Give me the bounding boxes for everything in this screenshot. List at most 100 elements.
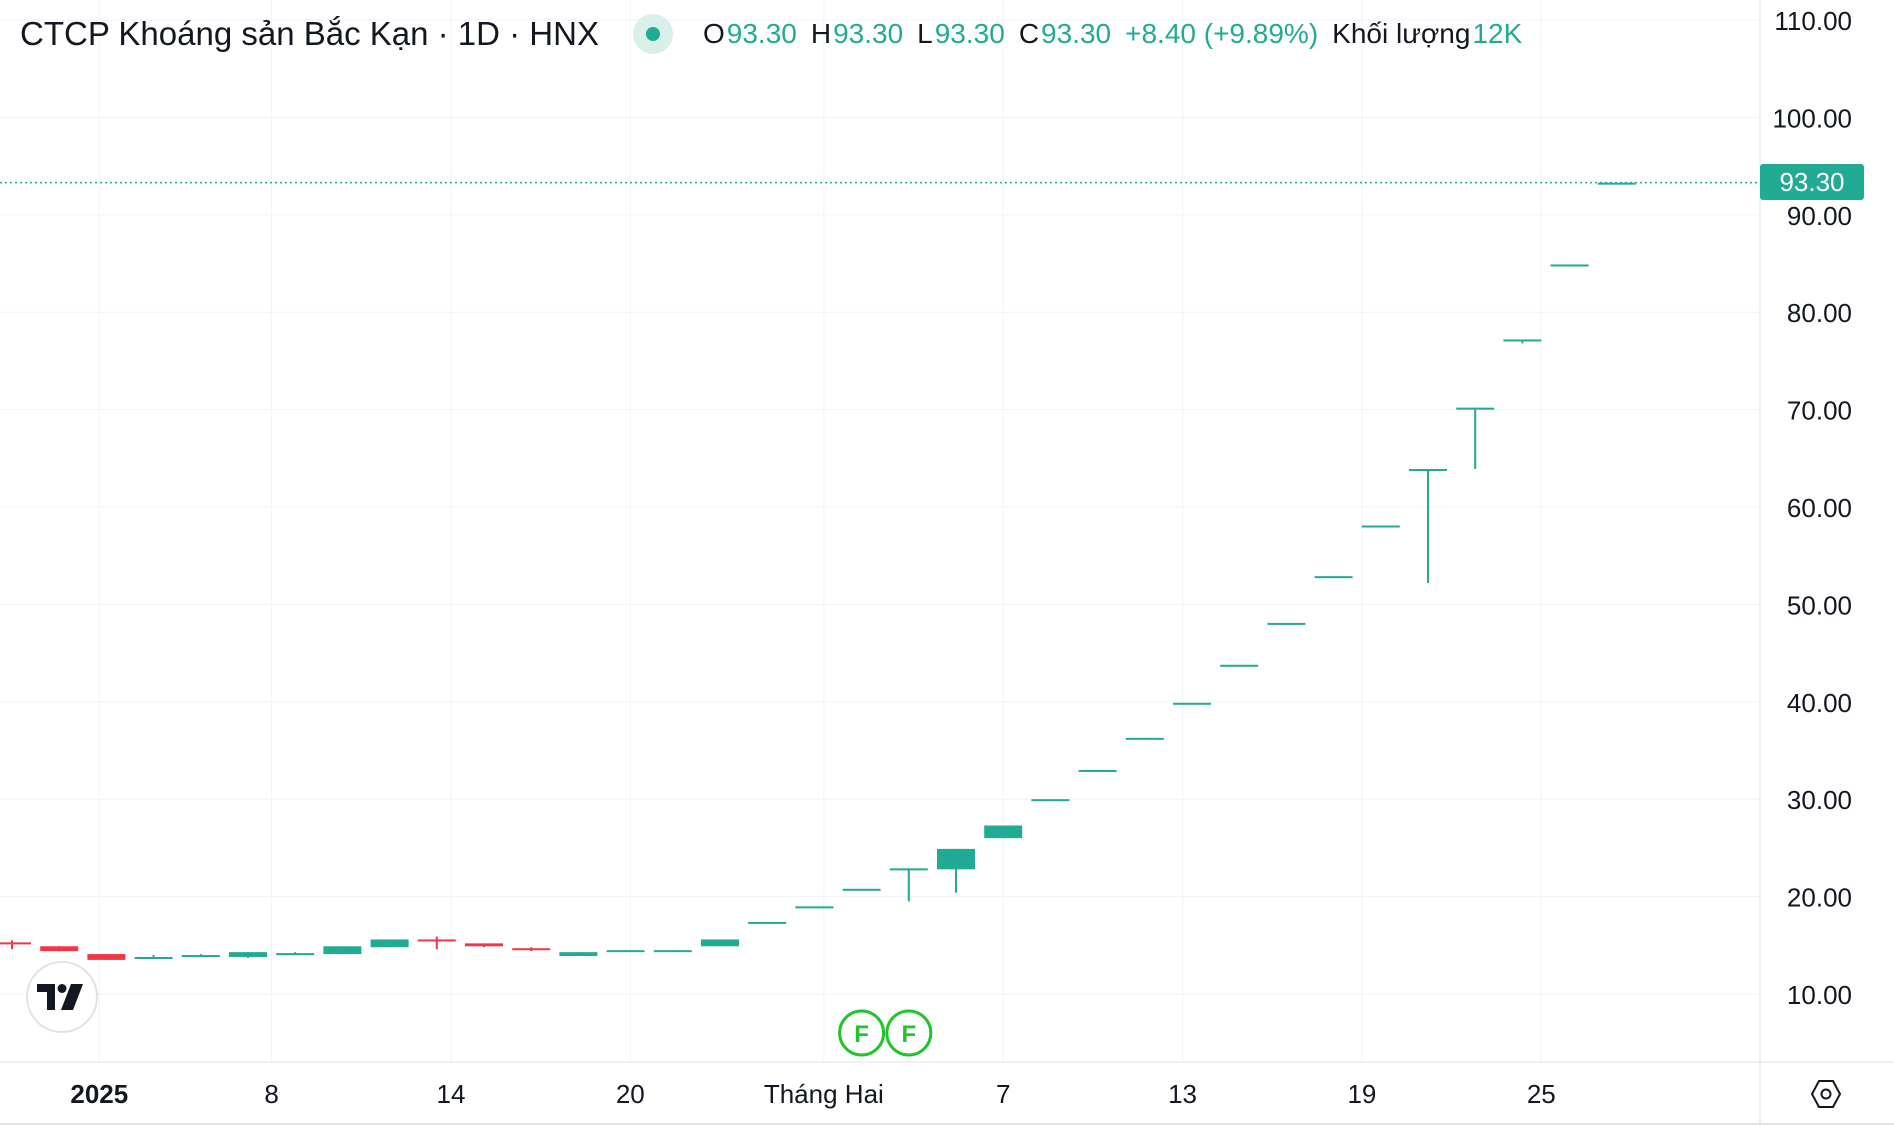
candle (417, 936, 456, 950)
high-label: H (810, 18, 832, 49)
event-marker: F (838, 1009, 886, 1057)
candle-body (1267, 622, 1306, 625)
candle (181, 954, 220, 958)
candle-body (984, 825, 1023, 839)
candle-body (701, 939, 739, 947)
candle (1361, 525, 1400, 528)
candle (606, 950, 645, 953)
candle (559, 952, 598, 957)
candle (984, 825, 1023, 839)
candle-body (559, 952, 598, 957)
candle (1550, 264, 1589, 267)
candle-body (1220, 664, 1259, 667)
candle-body (276, 953, 315, 956)
candle (701, 939, 739, 947)
price-tick-label: 110.00 (1774, 6, 1852, 36)
candle-body (748, 921, 787, 924)
candle (1456, 407, 1495, 470)
candle (795, 906, 834, 909)
candle-body (40, 946, 79, 952)
time-tick-label: 20 (616, 1079, 645, 1109)
candle (1031, 799, 1070, 802)
event-marker: F (885, 1009, 933, 1057)
close-label: C (1018, 18, 1040, 49)
time-tick-label: 13 (1168, 1079, 1197, 1109)
price-tick-label: 50.00 (1787, 590, 1852, 620)
market-status-dot-icon[interactable] (632, 14, 673, 54)
candle (134, 955, 173, 959)
candle (1409, 469, 1447, 583)
candle-body (87, 954, 126, 960)
candle-body (653, 950, 692, 953)
chart-legend: CTCP Khoáng sản Bắc Kạn · 1D · HNX O 93.… (20, 10, 1536, 58)
candle (229, 952, 267, 958)
candle (1503, 339, 1542, 344)
candle (1173, 702, 1211, 705)
price-tick-label: 40.00 (1787, 688, 1852, 718)
price-tick-label: 100.00 (1772, 103, 1852, 133)
candles-layer (0, 182, 1636, 960)
event-circle (885, 1009, 933, 1057)
candle (1314, 576, 1353, 579)
low-label: L (917, 18, 933, 49)
candle-body (134, 956, 173, 959)
price-tick-label: 70.00 (1787, 396, 1852, 426)
candle (889, 868, 928, 902)
candle-body (370, 939, 409, 948)
candle-body (229, 952, 267, 957)
candle-body (842, 888, 881, 891)
candle-body (1314, 576, 1353, 579)
candle (512, 947, 551, 952)
event-label: F (901, 1021, 916, 1048)
price-axis[interactable]: 10.00 20.00 30.00 40.00 50.00 60.00 70.00 80.00… (1759, 0, 1852, 1126)
candle-body (0, 942, 31, 945)
candle-body (1550, 264, 1589, 267)
grid-layer (0, 0, 1760, 1062)
time-tick-label: 14 (436, 1079, 465, 1109)
candle-body (1361, 525, 1400, 528)
candle (748, 921, 787, 924)
candle-body (417, 939, 456, 942)
candle-body (1125, 737, 1164, 740)
candle (937, 848, 975, 893)
candle-body (606, 950, 645, 953)
candle-body (889, 868, 928, 871)
candle-body (937, 848, 975, 870)
tradingview-logo-icon[interactable] (26, 961, 98, 1033)
tradingview-logo-glyph (37, 984, 83, 1010)
candle-body (1503, 339, 1542, 342)
candle-body (1409, 469, 1447, 472)
candle (40, 946, 79, 952)
settings-hexagon-icon[interactable] (1808, 1076, 1844, 1112)
volume-value: 12K (1472, 18, 1523, 49)
candle-body (323, 946, 362, 955)
time-axis[interactable]: 2025 8 14 20 Tháng Hai 7 13 19 25 (0, 1061, 1894, 1125)
ohlc-values: O 93.30 H 93.30 L 93.30 C 93.30 +8.40 (+… (703, 18, 1536, 50)
volume-label: Khối lượng (1332, 18, 1471, 49)
candle (1078, 769, 1117, 772)
candle (1125, 737, 1164, 740)
price-tick-label: 30.00 (1787, 785, 1852, 815)
candle (370, 939, 409, 948)
symbol-title[interactable]: CTCP Khoáng sản Bắc Kạn · 1D · HNX (20, 15, 599, 52)
candle (842, 888, 881, 891)
candle (276, 952, 315, 956)
candle-body (1597, 182, 1636, 185)
time-tick-label: Tháng Hai (764, 1079, 884, 1109)
open-value: 93.30 (726, 18, 797, 49)
candle (323, 946, 362, 955)
candle-body (181, 955, 220, 958)
candle (653, 950, 692, 953)
close-value: 93.30 (1041, 18, 1112, 49)
candle-body (1078, 769, 1117, 772)
candle-body (512, 948, 551, 951)
event-circle (838, 1009, 886, 1057)
time-tick-label: 19 (1347, 1079, 1376, 1109)
time-tick-label: 2025 (70, 1079, 128, 1109)
candle-body (1173, 702, 1211, 705)
high-value: 93.30 (833, 18, 904, 49)
candle (465, 943, 503, 948)
open-label: O (702, 18, 725, 49)
